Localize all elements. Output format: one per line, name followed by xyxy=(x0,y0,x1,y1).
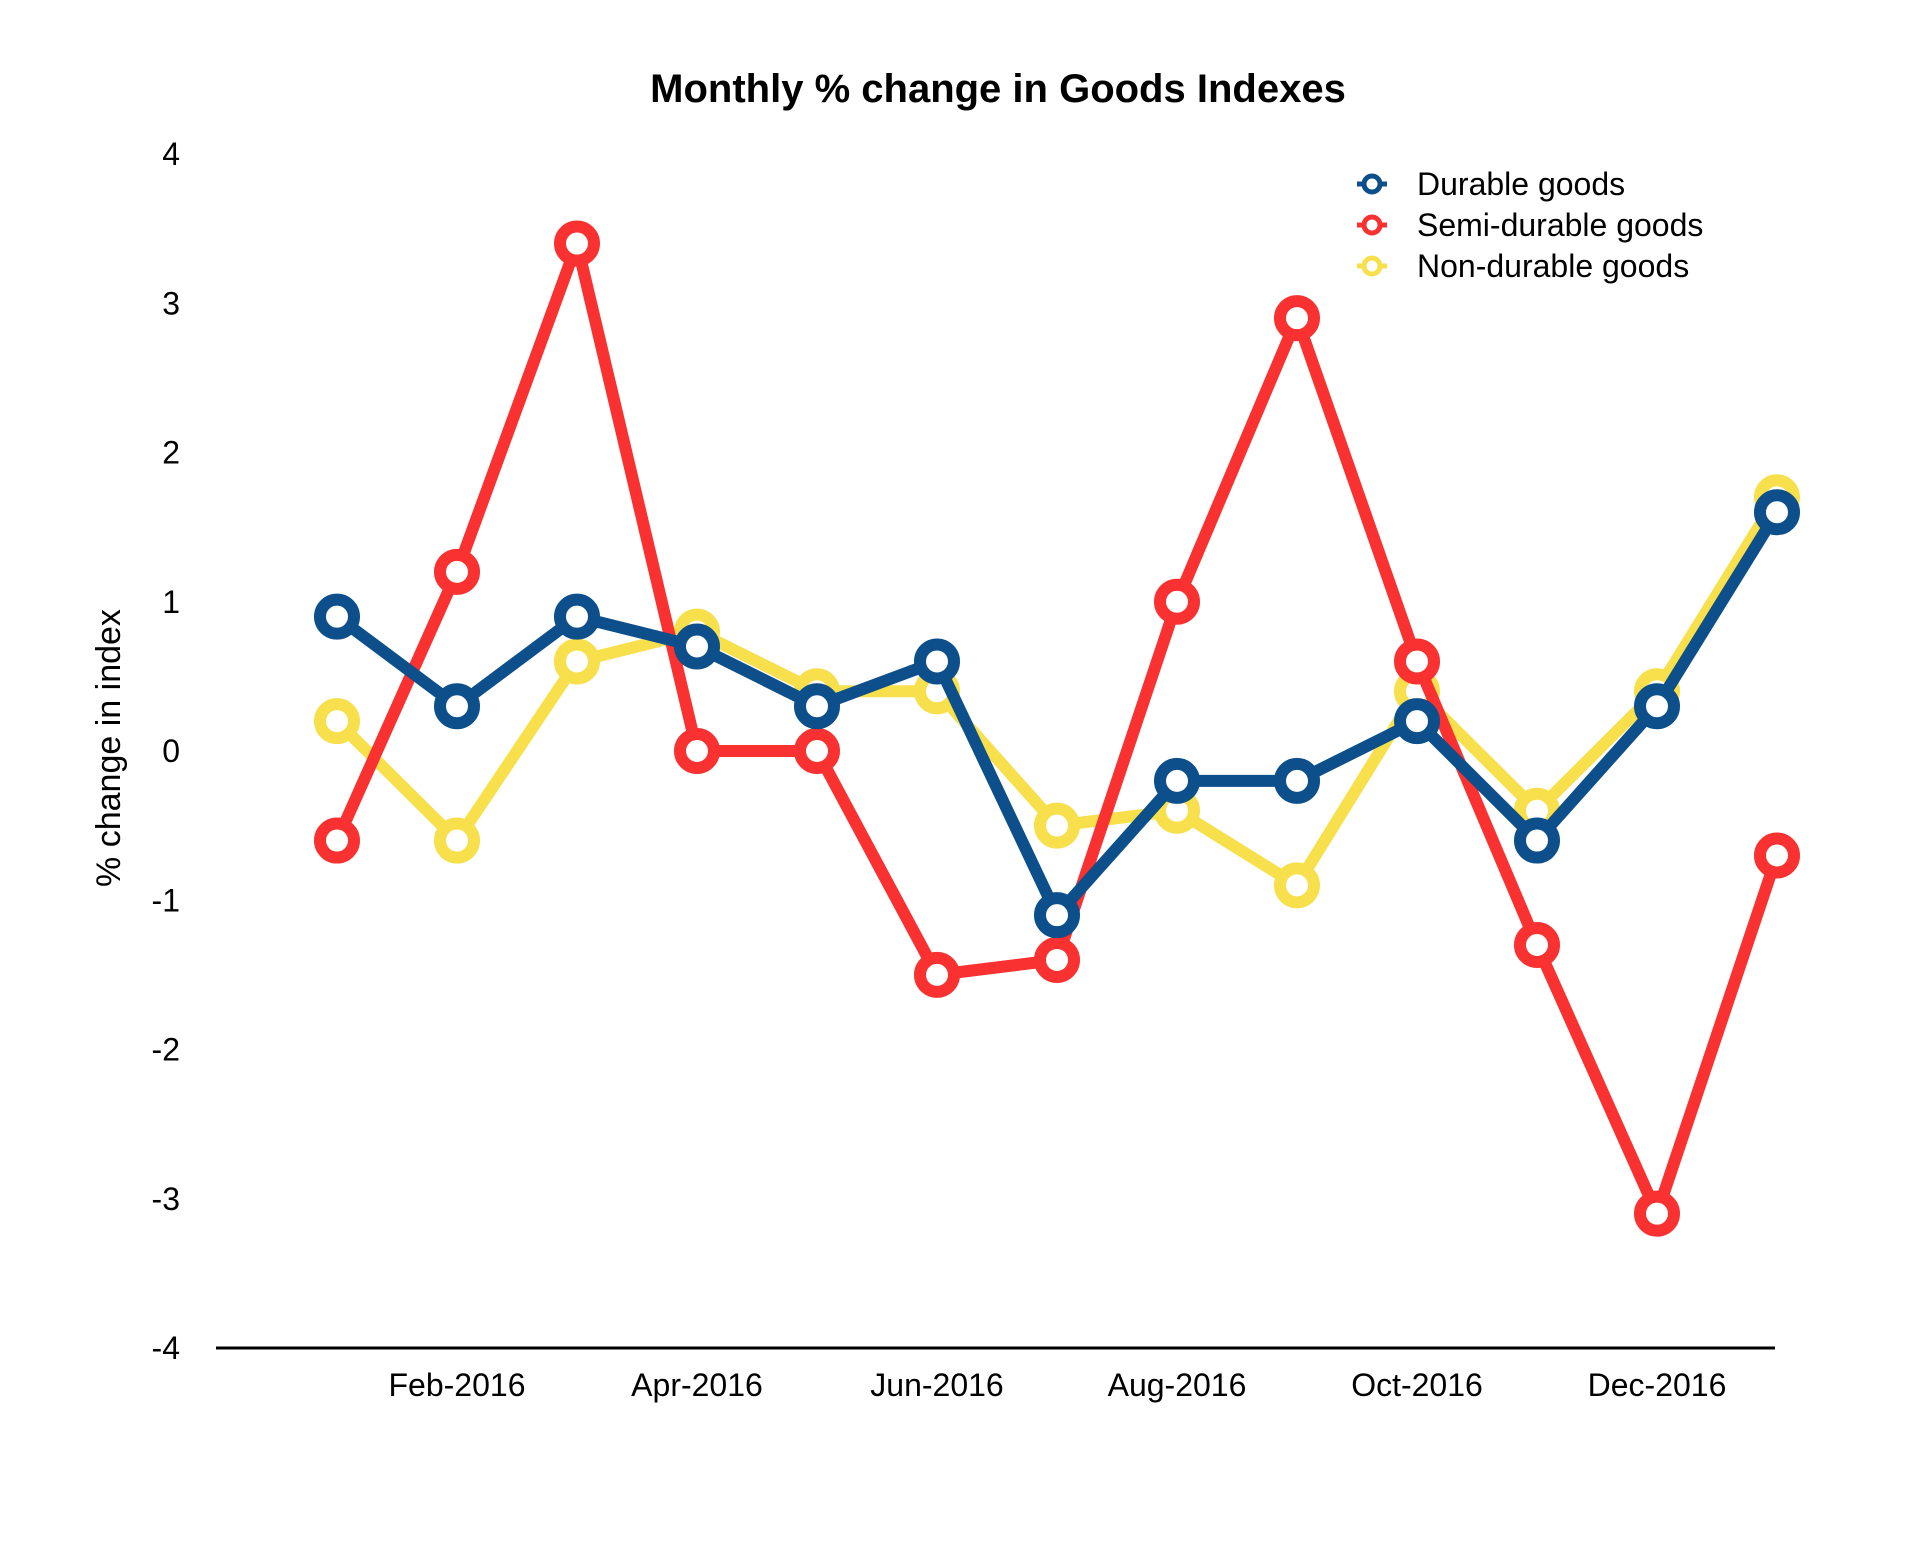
legend-label: Durable goods xyxy=(1417,166,1625,202)
y-tick-labels: 4 3 2 1 0 -1 -2 -3 -4 xyxy=(152,136,180,1366)
data-point xyxy=(434,683,480,730)
data-point xyxy=(314,817,360,864)
data-point xyxy=(554,638,600,685)
series-layer xyxy=(314,220,1800,1237)
data-point xyxy=(314,698,360,745)
x-tick-label: Feb-2016 xyxy=(389,1367,526,1403)
legend-item: Semi-durable goods xyxy=(1357,207,1703,243)
data-point xyxy=(314,593,360,640)
data-point xyxy=(434,817,480,864)
legend-marker xyxy=(1361,255,1383,277)
data-point xyxy=(554,220,600,267)
data-point xyxy=(1634,683,1680,730)
data-point xyxy=(1034,892,1080,939)
series-semi-durable-goods xyxy=(314,220,1800,1237)
data-point xyxy=(674,728,720,774)
data-point xyxy=(914,951,960,998)
y-tick-label: -3 xyxy=(152,1181,180,1217)
data-point xyxy=(1034,936,1080,983)
data-point xyxy=(1154,578,1200,625)
y-tick-label: -4 xyxy=(152,1330,180,1366)
data-point xyxy=(914,638,960,685)
data-point xyxy=(1514,817,1560,864)
x-tick-label: Apr-2016 xyxy=(631,1367,763,1403)
y-tick-label: -1 xyxy=(152,882,180,918)
series-line xyxy=(331,237,1783,1220)
series-non-durable-goods xyxy=(314,474,1800,909)
y-axis-label: % change in index xyxy=(90,609,128,887)
data-point xyxy=(1274,757,1320,804)
y-tick-label: 2 xyxy=(162,435,180,471)
data-point xyxy=(1394,698,1440,745)
data-point xyxy=(554,593,600,640)
data-point xyxy=(794,728,840,774)
legend: Durable goods Semi-durable goods Non-durab… xyxy=(1357,166,1703,284)
legend-marker xyxy=(1361,214,1383,236)
legend-item: Durable goods xyxy=(1357,166,1625,202)
data-point xyxy=(674,623,720,670)
data-point xyxy=(1634,1190,1680,1237)
data-point xyxy=(434,548,480,595)
x-tick-label: Jun-2016 xyxy=(870,1367,1003,1403)
data-point xyxy=(1754,832,1800,879)
y-tick-label: 1 xyxy=(162,584,180,620)
x-tick-label: Aug-2016 xyxy=(1108,1367,1247,1403)
y-tick-label: -2 xyxy=(152,1032,180,1068)
data-point xyxy=(1394,638,1440,685)
data-point xyxy=(1754,489,1800,536)
y-tick-label: 4 xyxy=(162,136,180,172)
series-line xyxy=(331,506,1783,922)
legend-marker xyxy=(1361,173,1383,195)
legend-item: Non-durable goods xyxy=(1357,248,1689,284)
data-point xyxy=(1274,862,1320,909)
data-point xyxy=(1274,295,1320,342)
series-durable-goods xyxy=(314,489,1800,939)
y-tick-label: 0 xyxy=(162,733,180,769)
y-tick-label: 3 xyxy=(162,285,180,321)
x-tick-label: Dec-2016 xyxy=(1588,1367,1727,1403)
chart-title: Monthly % change in Goods Indexes xyxy=(650,67,1346,111)
legend-label: Semi-durable goods xyxy=(1417,207,1703,243)
x-tick-labels: Feb-2016 Apr-2016 Jun-2016 Aug-2016 Oct-2016… xyxy=(389,1367,1727,1403)
legend-label: Non-durable goods xyxy=(1417,248,1689,284)
data-point xyxy=(794,683,840,730)
data-point xyxy=(1154,757,1200,804)
data-point xyxy=(1514,922,1560,969)
x-tick-label: Oct-2016 xyxy=(1351,1367,1483,1403)
data-point xyxy=(1034,802,1080,849)
